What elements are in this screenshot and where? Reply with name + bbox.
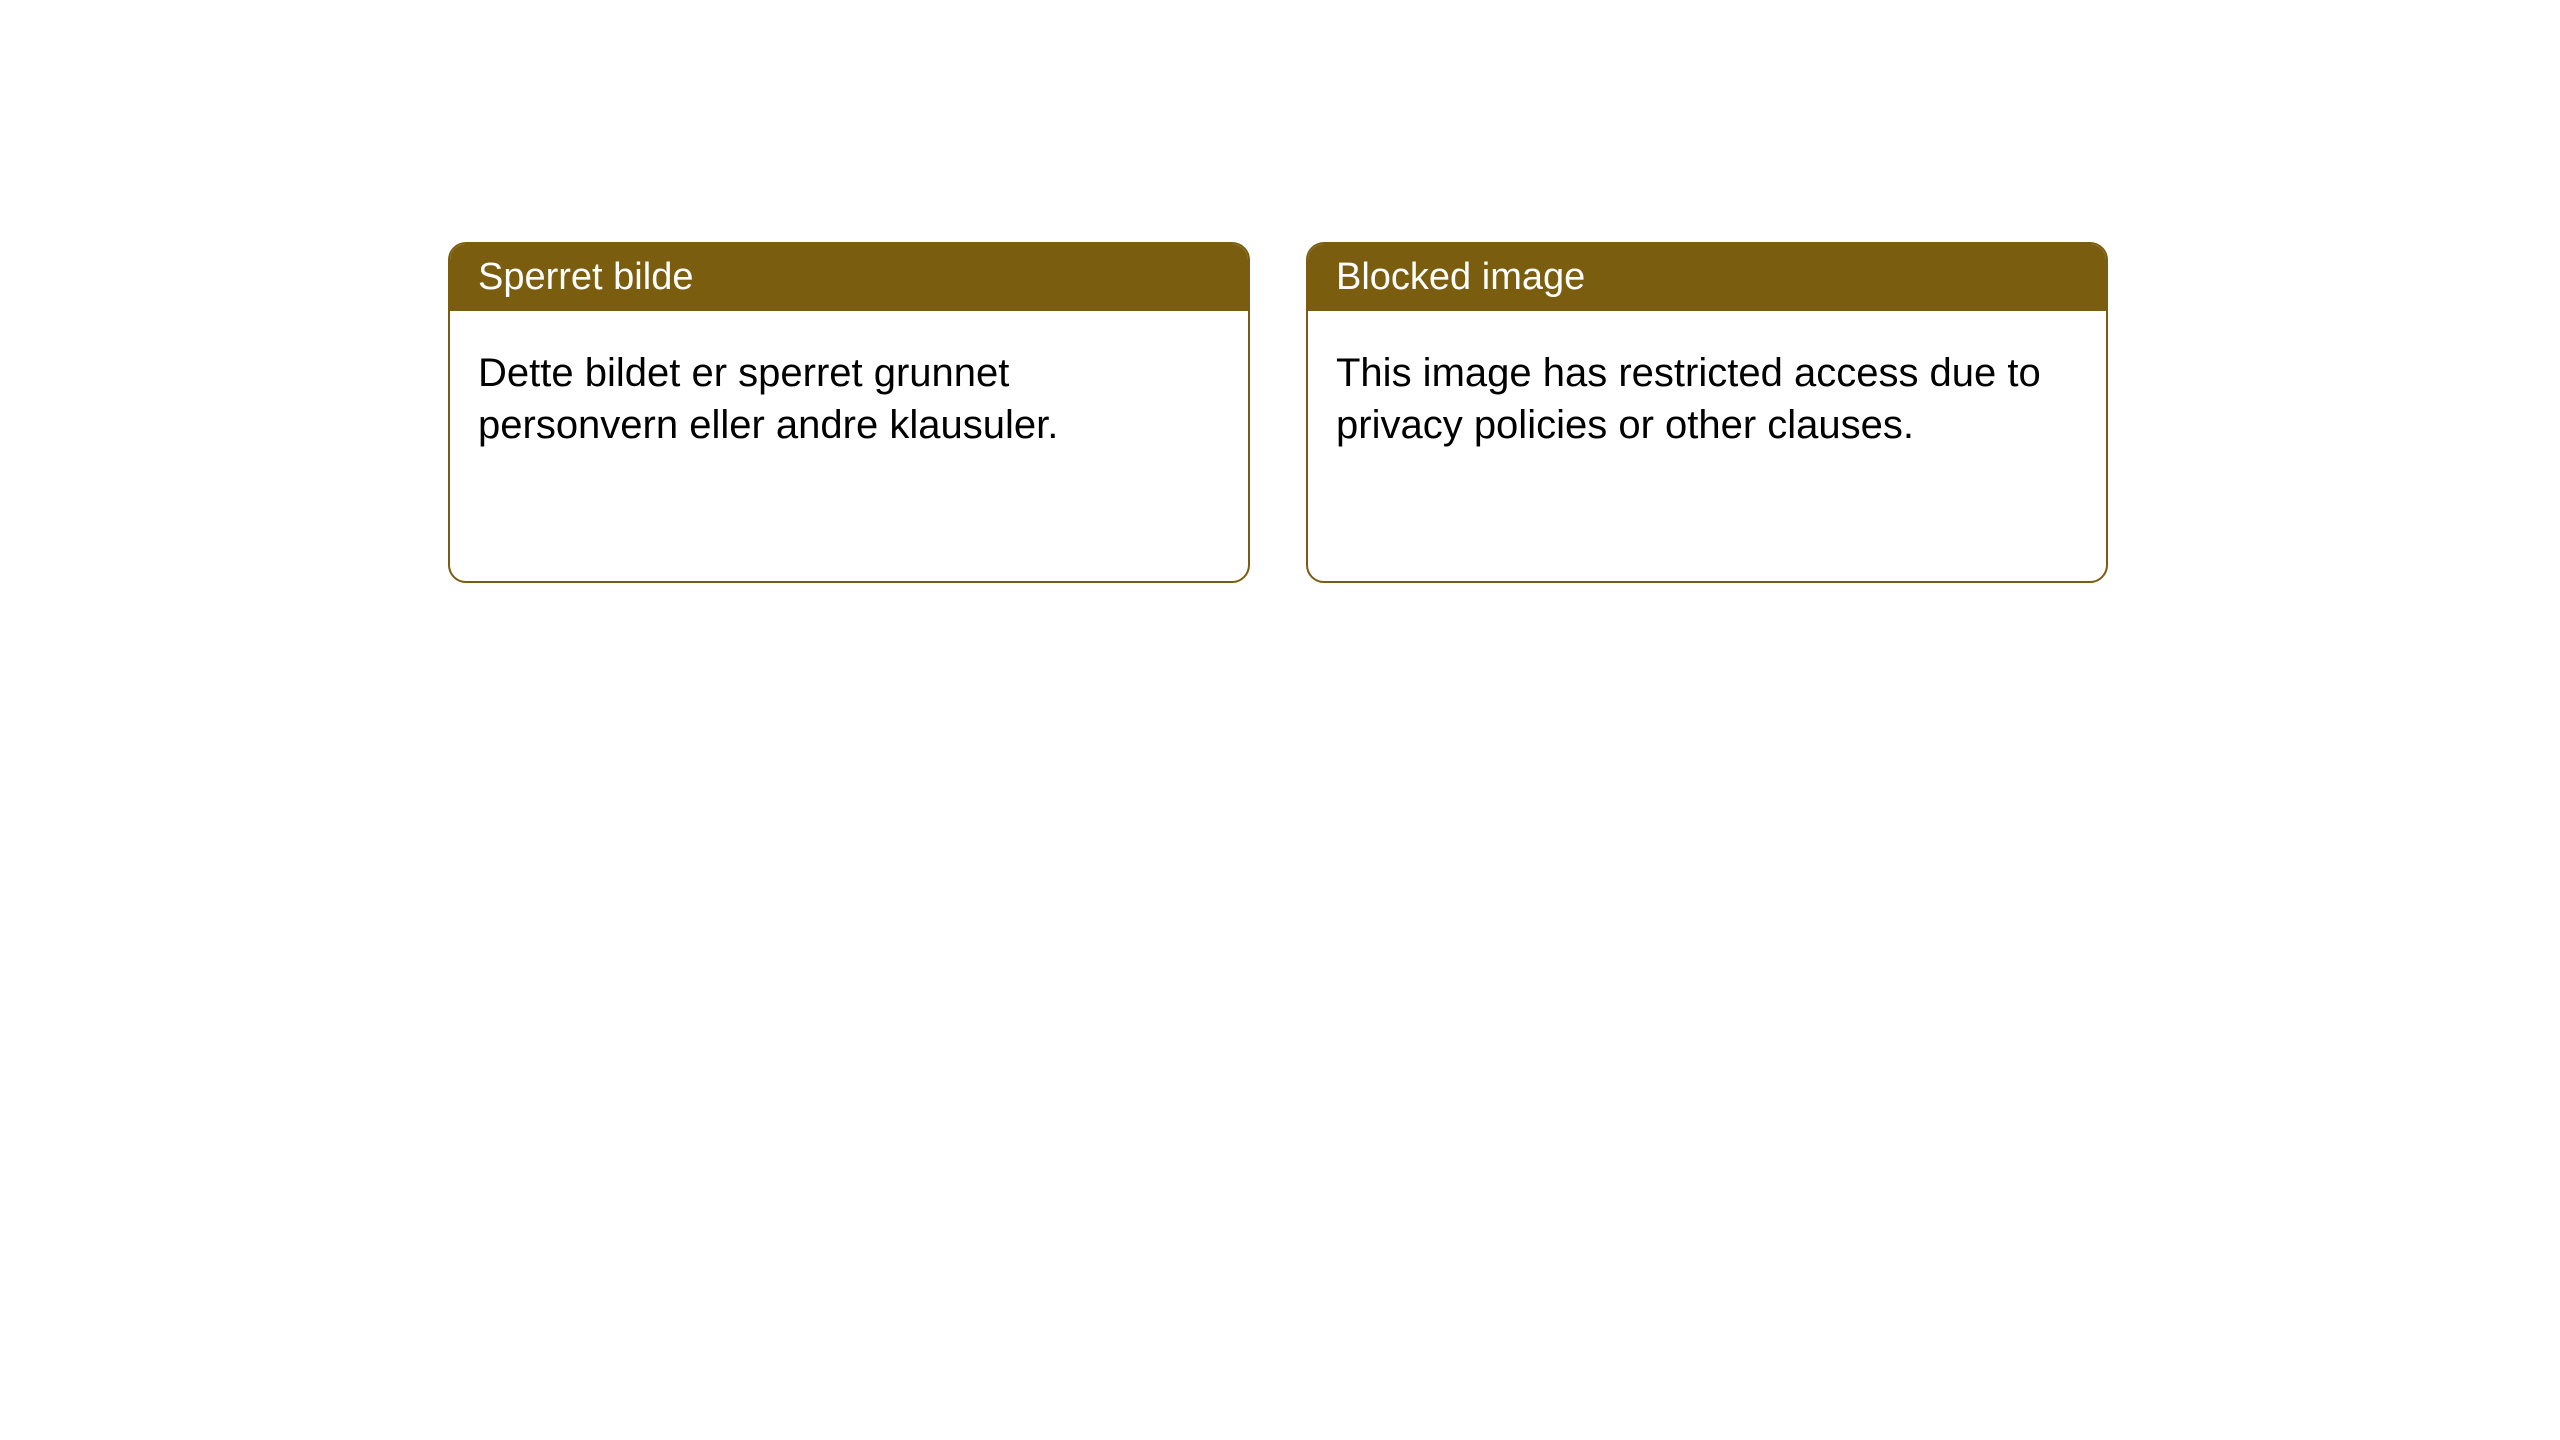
notice-header: Blocked image [1308,244,2106,311]
notice-body-text: This image has restricted access due to … [1336,351,2041,447]
notice-card-norwegian: Sperret bilde Dette bildet er sperret gr… [448,242,1250,583]
notice-title: Blocked image [1336,256,1585,298]
notice-header: Sperret bilde [450,244,1248,311]
notice-title: Sperret bilde [478,256,693,298]
notice-body-text: Dette bildet er sperret grunnet personve… [478,351,1058,447]
notice-container: Sperret bilde Dette bildet er sperret gr… [0,0,2560,583]
notice-body: This image has restricted access due to … [1308,311,2106,581]
notice-body: Dette bildet er sperret grunnet personve… [450,311,1248,581]
notice-card-english: Blocked image This image has restricted … [1306,242,2108,583]
